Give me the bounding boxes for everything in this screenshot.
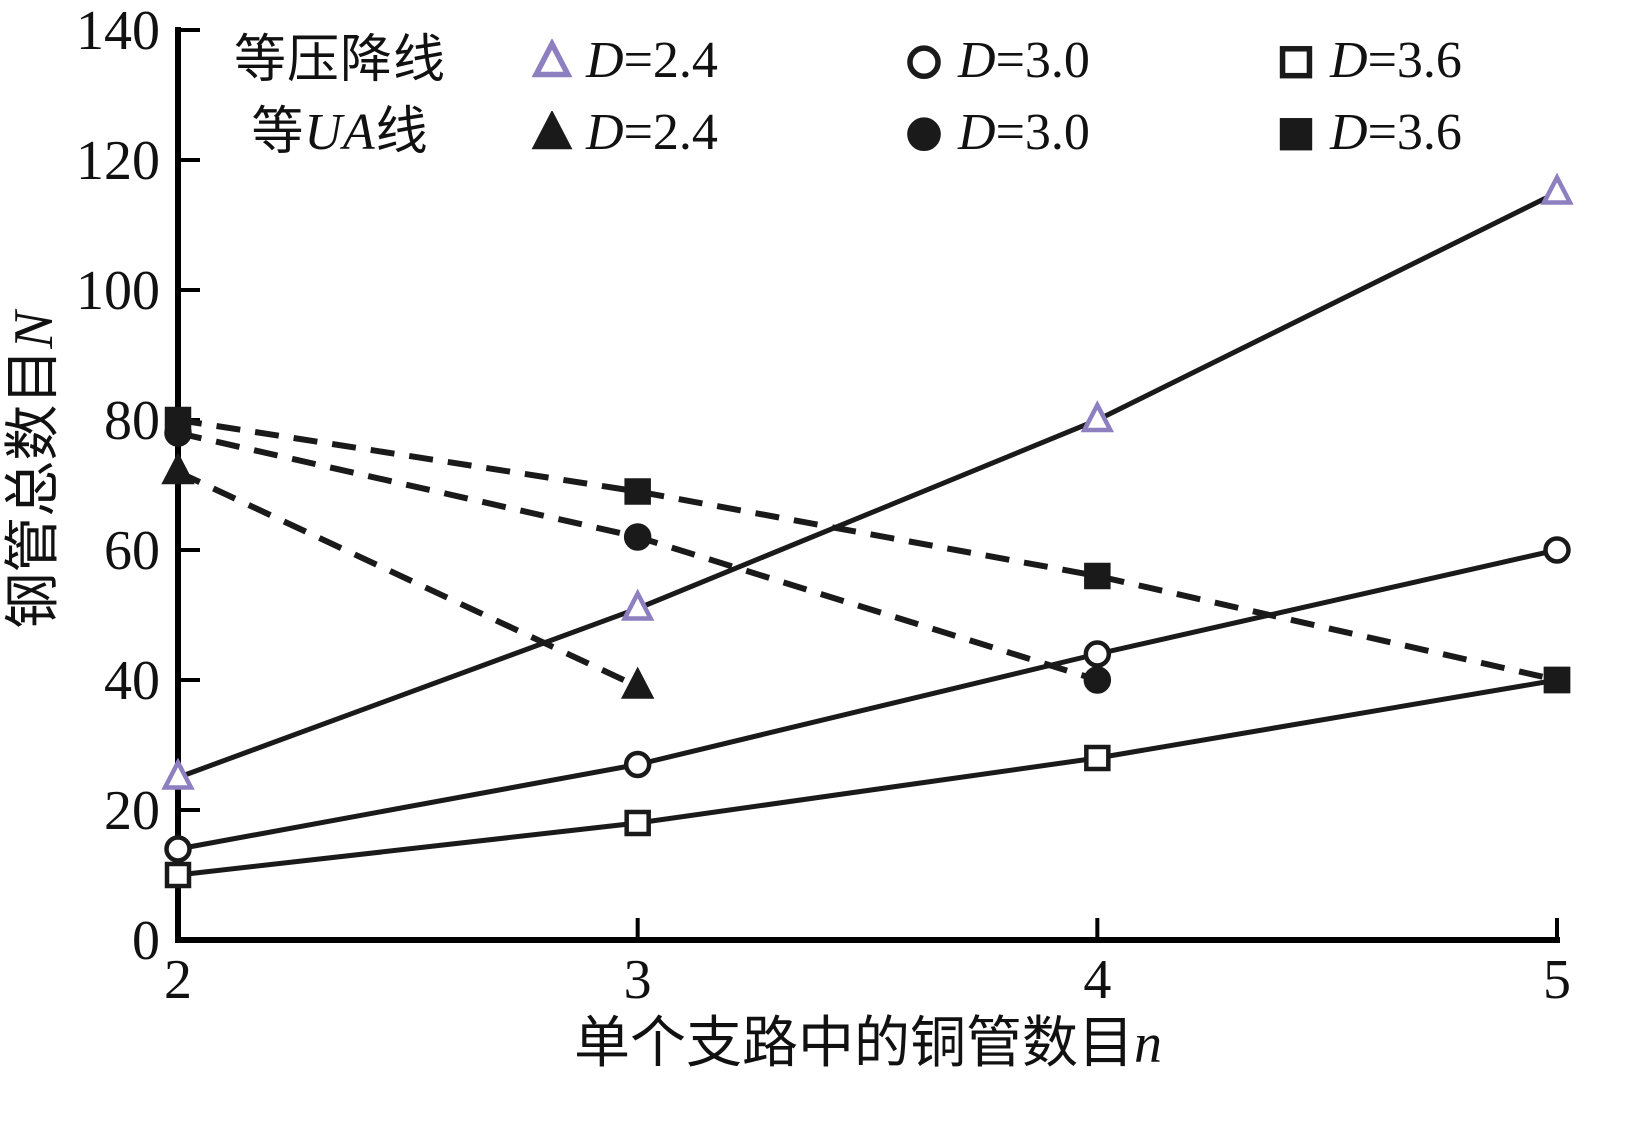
- y-tick-label: 40: [104, 650, 160, 712]
- series-line-2: [177, 677, 1558, 878]
- legend-entry-label: D=3.6: [1330, 104, 1462, 161]
- circle-open-icon: [907, 45, 941, 80]
- triangle-filled-marker-icon: [620, 666, 655, 699]
- legend-entry-label: D=2.4: [586, 104, 718, 161]
- legend-entry: D=2.4: [530, 107, 902, 159]
- square-open-marker-icon: [1279, 46, 1313, 79]
- x-tick-label: 5: [1543, 949, 1571, 1011]
- series-lines: [161, 172, 1574, 889]
- square-open-marker-icon: [164, 861, 192, 889]
- square-open-marker-icon: [1084, 744, 1111, 772]
- x-tick-label: 2: [164, 949, 192, 1011]
- series-line-5: [177, 417, 1558, 683]
- y-tick-label: 60: [104, 520, 160, 582]
- legend-entries-ua: D=2.4 D=3.0 D=3.6: [530, 107, 1631, 159]
- y-axis-label: 钢管总数目N: [3, 309, 65, 629]
- x-tick-label: 4: [1083, 949, 1111, 1011]
- y-tick-label: 0: [132, 910, 160, 972]
- y-tick-label: 100: [76, 260, 160, 322]
- x-tick-label: 3: [624, 949, 652, 1011]
- square-filled-marker-icon: [1543, 666, 1571, 694]
- circle-open-marker-icon: [623, 750, 652, 779]
- circle-open-marker-icon: [164, 835, 192, 863]
- circle-open-marker-icon: [907, 45, 941, 80]
- circle-filled-marker-icon: [907, 117, 941, 152]
- triangle-open-marker-icon: [1540, 172, 1574, 205]
- square-filled-marker-icon: [164, 406, 192, 434]
- series-line-4: [177, 430, 1099, 683]
- square-filled-marker-icon: [624, 478, 651, 505]
- legend-row-ua: 等UA线 D=2.4 D=3.0 D=3.6: [190, 100, 1631, 166]
- legend-entries-pressure-drop: D=2.4 D=3.0 D=3.6: [530, 35, 1631, 87]
- square-open-marker-icon: [624, 809, 651, 837]
- triangle-open-marker-icon: [531, 39, 573, 78]
- legend: 等压降线 D=2.4 D=3.0 D=3.6 等UA线 D=2.4 D=3.0 D=3.…: [190, 28, 1631, 166]
- legend-row-pressure-drop: 等压降线 D=2.4 D=3.0 D=3.6: [190, 28, 1631, 94]
- triangle-open-marker-icon: [1080, 400, 1115, 433]
- circle-filled-icon: [907, 117, 941, 152]
- legend-entry: D=2.4: [530, 35, 902, 87]
- square-filled-marker-icon: [1084, 562, 1111, 590]
- axes: 0 20 40 60 80 100 120 140 2 3 4 5: [76, 0, 1571, 1011]
- square-filled-icon: [1279, 118, 1313, 151]
- series-line-1: [177, 547, 1558, 852]
- legend-group-title-ua: 等UA线: [251, 104, 429, 161]
- legend-entry-label: D=3.0: [958, 32, 1090, 89]
- series-line-0: [177, 190, 1559, 780]
- legend-entry: D=3.6: [1274, 35, 1631, 87]
- series-line-3: [176, 469, 639, 690]
- triangle-open-icon: [531, 39, 573, 78]
- legend-group-title-pressure-drop: 等压降线: [233, 32, 446, 89]
- x-axis-label: 单个支路中的铜管数目n: [574, 1013, 1162, 1075]
- y-tick-label: 20: [104, 780, 160, 842]
- circle-filled-marker-icon: [1083, 666, 1112, 694]
- triangle-filled-icon: [531, 111, 573, 150]
- legend-entry: D=3.6: [1274, 107, 1631, 159]
- y-tick-label: 80: [104, 390, 160, 452]
- triangle-filled-marker-icon: [531, 111, 573, 150]
- y-tick-label: 140: [76, 0, 160, 62]
- triangle-filled-marker-icon: [161, 452, 195, 485]
- square-filled-marker-icon: [1279, 118, 1313, 151]
- square-open-icon: [1279, 46, 1313, 79]
- circle-filled-marker-icon: [623, 523, 652, 551]
- circle-open-marker-icon: [1083, 640, 1112, 668]
- circle-open-marker-icon: [1543, 536, 1571, 564]
- legend-entry: D=3.0: [902, 107, 1274, 159]
- legend-entry: D=3.0: [902, 35, 1274, 87]
- triangle-open-marker-icon: [161, 757, 195, 790]
- legend-entry-label: D=3.6: [1330, 32, 1462, 89]
- y-tick-label: 120: [76, 130, 160, 192]
- legend-entry-label: D=3.0: [958, 104, 1090, 161]
- triangle-open-marker-icon: [620, 588, 655, 621]
- legend-entry-label: D=2.4: [586, 32, 718, 89]
